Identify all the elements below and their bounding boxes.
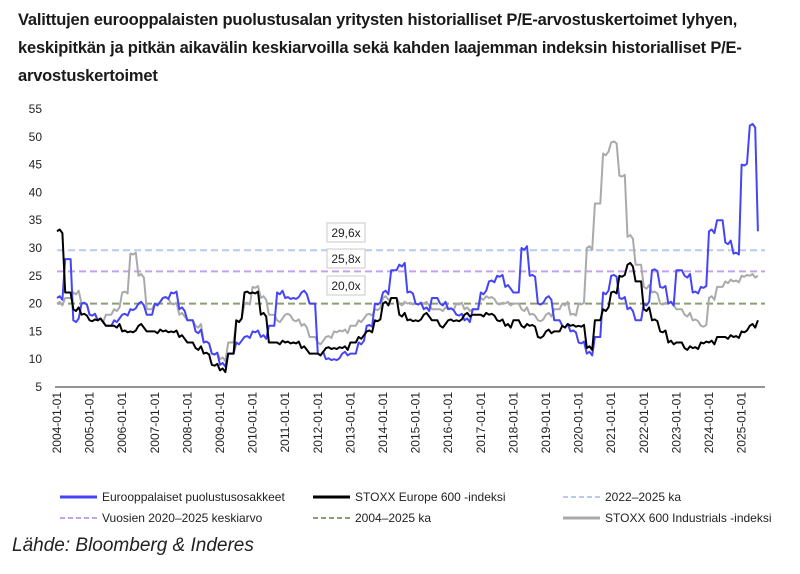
x-tick-label: 2014-01-01: [376, 392, 390, 454]
x-tick-label: 2011-01-01: [278, 392, 292, 453]
x-tick-label: 2024-01-01: [702, 392, 716, 454]
x-tick-label: 2020-01-01: [572, 392, 586, 454]
x-tick-label: 2006-01-01: [115, 392, 129, 454]
reference-label: 20,0x: [326, 275, 366, 296]
y-tick-label: 35: [29, 213, 43, 227]
source-note: Lähde: Bloomberg & Inderes: [12, 535, 254, 556]
y-tick-label: 55: [29, 102, 43, 116]
x-tick-label: 2017-01-01: [474, 392, 488, 454]
x-axis-ticks: 2004-01-01 2005-01-01 2006-01-01 2007-01-01…: [50, 392, 749, 454]
legend-label: Eurooppalaiset puolustusosakkeet: [102, 490, 285, 504]
reference-labels: 29,6x 25,8x 20,0x: [326, 222, 366, 296]
legend-label: Vuosien 2020–2025 keskiarvo: [102, 511, 263, 525]
y-tick-label: 30: [29, 241, 43, 255]
y-tick-label: 50: [29, 130, 43, 144]
y-tick-label: 45: [29, 158, 43, 172]
y-tick-label: 15: [29, 324, 43, 338]
x-tick-label: 2010-01-01: [246, 392, 260, 454]
legend-item: Eurooppalaiset puolustusosakkeet: [60, 490, 285, 504]
series-line: [56, 228, 759, 374]
series-lines: [56, 122, 759, 374]
x-tick-label: 2005-01-01: [83, 392, 97, 454]
y-tick-label: 25: [29, 269, 43, 283]
x-tick-label: 2012-01-01: [311, 392, 325, 454]
x-tick-label: 2004-01-01: [50, 392, 64, 454]
x-tick-label: 2018-01-01: [506, 392, 520, 454]
legend-label: 2004–2025 ka: [355, 511, 431, 525]
reference-label-text: 20,0x: [331, 279, 360, 293]
x-tick-label: 2015-01-01: [409, 392, 423, 454]
x-tick-label: 2009-01-01: [213, 392, 227, 454]
legend-item: STOXX Europe 600 -indeksi: [313, 490, 506, 504]
series-line: [56, 140, 759, 362]
x-tick-label: 2013-01-01: [343, 392, 357, 454]
legend-item: 2022–2025 ka: [563, 490, 681, 504]
x-tick-label: 2021-01-01: [604, 392, 618, 454]
x-tick-label: 2019-01-01: [539, 392, 553, 454]
y-tick-label: 20: [29, 297, 43, 311]
x-tick-label: 2022-01-01: [637, 392, 651, 454]
legend-item: Vuosien 2020–2025 keskiarvo: [60, 511, 263, 525]
legend-item: 2004–2025 ka: [313, 511, 431, 525]
reference-label-text: 25,8x: [331, 252, 360, 266]
y-axis-ticks: 5 10 15 20 25 30 35 40 45 50 55: [29, 102, 43, 394]
chart-title: Valittujen eurooppalaisten puolustusalan…: [18, 11, 742, 85]
reference-label-text: 29,6x: [331, 226, 360, 240]
series-line: [56, 122, 759, 368]
y-tick-label: 5: [35, 380, 42, 394]
y-tick-label: 40: [29, 185, 43, 199]
reference-label: 29,6x: [326, 222, 366, 243]
x-tick-label: 2025-01-01: [735, 392, 749, 454]
legend-label: STOXX Europe 600 -indeksi: [355, 490, 506, 504]
x-tick-label: 2016-01-01: [441, 392, 455, 454]
x-tick-label: 2008-01-01: [180, 392, 194, 454]
reference-label: 25,8x: [326, 248, 366, 269]
y-tick-label: 10: [29, 352, 43, 366]
legend-item: STOXX 600 Industrials -indeksi: [563, 511, 772, 525]
legend: Eurooppalaiset puolustusosakkeet STOXX Eu…: [60, 490, 772, 525]
legend-label: STOXX 600 Industrials -indeksi: [605, 511, 772, 525]
x-tick-label: 2007-01-01: [148, 392, 162, 454]
legend-label: 2022–2025 ka: [605, 490, 681, 504]
x-tick-label: 2023-01-01: [669, 392, 683, 454]
